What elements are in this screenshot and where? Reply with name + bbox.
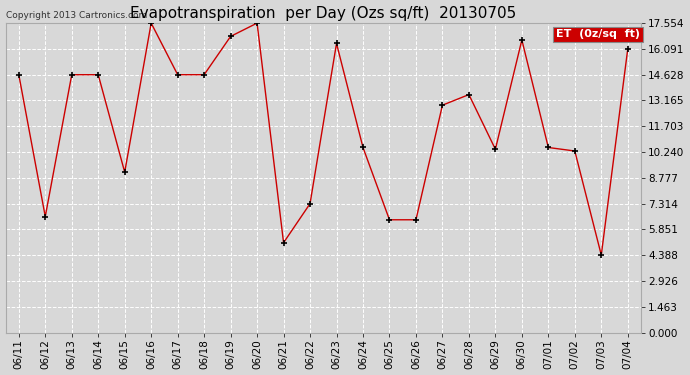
- Text: Copyright 2013 Cartronics.com: Copyright 2013 Cartronics.com: [6, 11, 147, 20]
- Text: ET  (0z/sq  ft): ET (0z/sq ft): [555, 29, 640, 39]
- Title: Evapotranspiration  per Day (Ozs sq/ft)  20130705: Evapotranspiration per Day (Ozs sq/ft) 2…: [130, 6, 516, 21]
